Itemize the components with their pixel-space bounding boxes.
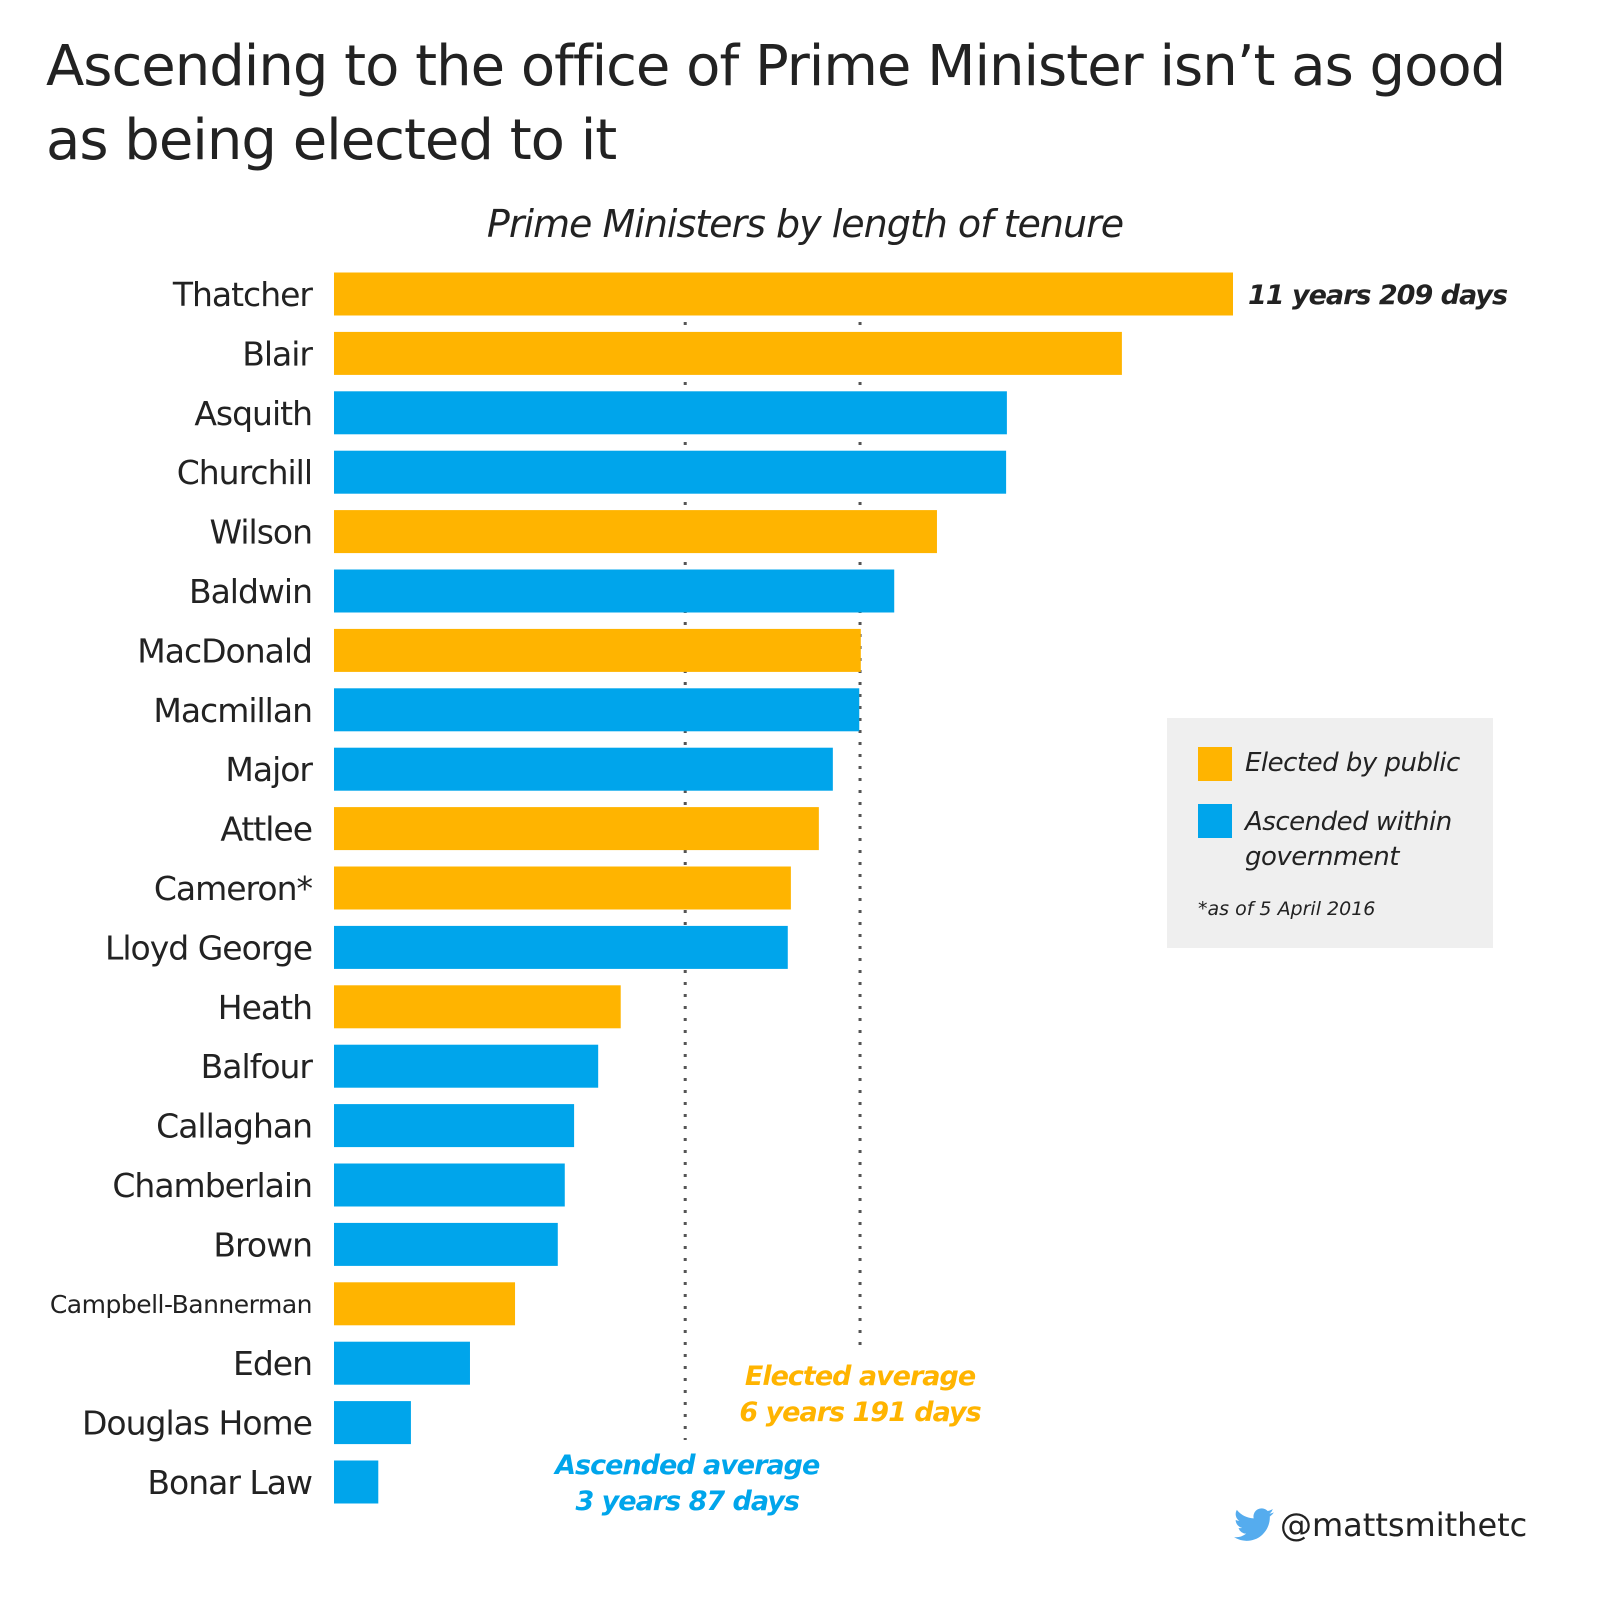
- credit-handle: @mattsmithetc: [1280, 1506, 1528, 1544]
- twitter-bird-icon: [1234, 1508, 1274, 1541]
- legend-label-ascended-2: government: [1245, 842, 1399, 872]
- category-label: Balfour: [201, 1047, 314, 1086]
- legend-swatch-ascended: [1198, 804, 1232, 838]
- category-label: Brown: [213, 1225, 312, 1264]
- bar-asquith: [334, 391, 1007, 435]
- bar-macdonald: [334, 628, 861, 672]
- category-label: Heath: [218, 988, 312, 1027]
- category-label: Blair: [242, 334, 313, 373]
- category-label: Chamberlain: [112, 1166, 312, 1205]
- bar-bonar-law: [334, 1460, 379, 1504]
- bar-cameron-: [334, 866, 791, 910]
- bar-chamberlain: [334, 1163, 565, 1207]
- bar-lloyd-george: [334, 925, 788, 969]
- bar-balfour: [334, 1044, 599, 1088]
- category-label: Asquith: [194, 394, 312, 433]
- bar-macmillan: [334, 688, 860, 732]
- bar-churchill: [334, 450, 1007, 494]
- reference-label-elected: Elected average: [745, 1361, 976, 1392]
- category-label: Attlee: [220, 810, 312, 849]
- bar-major: [334, 747, 833, 791]
- bar-eden: [334, 1341, 470, 1385]
- bar-wilson: [334, 510, 937, 554]
- legend-swatch-elected: [1198, 747, 1232, 781]
- category-label: Wilson: [209, 513, 312, 552]
- legend-note: *as of 5 April 2016: [1198, 898, 1376, 920]
- bar-heath: [334, 985, 621, 1029]
- category-label: Macmillan: [153, 691, 312, 730]
- category-label: Callaghan: [156, 1107, 312, 1146]
- bar-callaghan: [334, 1104, 575, 1148]
- chart-subtitle: Prime Ministers by length of tenure: [486, 202, 1124, 246]
- credit[interactable]: @mattsmithetc: [1234, 1506, 1527, 1544]
- chart-title: Ascending to the office of Prime Ministe…: [46, 34, 1506, 173]
- data-label: 11 years 209 days: [1248, 280, 1508, 311]
- bar-thatcher: [334, 272, 1233, 316]
- category-label: Campbell-Bannerman: [50, 1290, 312, 1319]
- reference-value-elected: 6 years 191 days: [739, 1397, 981, 1428]
- category-label: Bonar Law: [147, 1463, 312, 1502]
- legend: Elected by public Ascended within govern…: [1167, 718, 1493, 948]
- legend-label-elected: Elected by public: [1245, 748, 1460, 778]
- bar-brown: [334, 1222, 558, 1266]
- legend-label-ascended: Ascended within: [1245, 807, 1452, 837]
- category-label: Major: [225, 750, 313, 789]
- bar-douglas-home: [334, 1401, 411, 1445]
- bar-blair: [334, 331, 1122, 375]
- category-label: Churchill: [177, 453, 312, 492]
- category-label: Thatcher: [172, 275, 314, 314]
- category-label: Douglas Home: [82, 1404, 312, 1443]
- bar-campbell-bannerman: [334, 1282, 516, 1326]
- category-label: Lloyd George: [105, 928, 312, 967]
- category-label: Baldwin: [189, 572, 312, 611]
- category-label: Eden: [233, 1344, 312, 1383]
- category-label: MacDonald: [137, 631, 312, 670]
- bar-attlee: [334, 807, 819, 851]
- reference-label-ascended: Ascended average: [553, 1450, 820, 1481]
- bar-baldwin: [334, 569, 895, 613]
- category-label: Cameron*: [154, 869, 313, 908]
- reference-value-ascended: 3 years 87 days: [575, 1486, 799, 1517]
